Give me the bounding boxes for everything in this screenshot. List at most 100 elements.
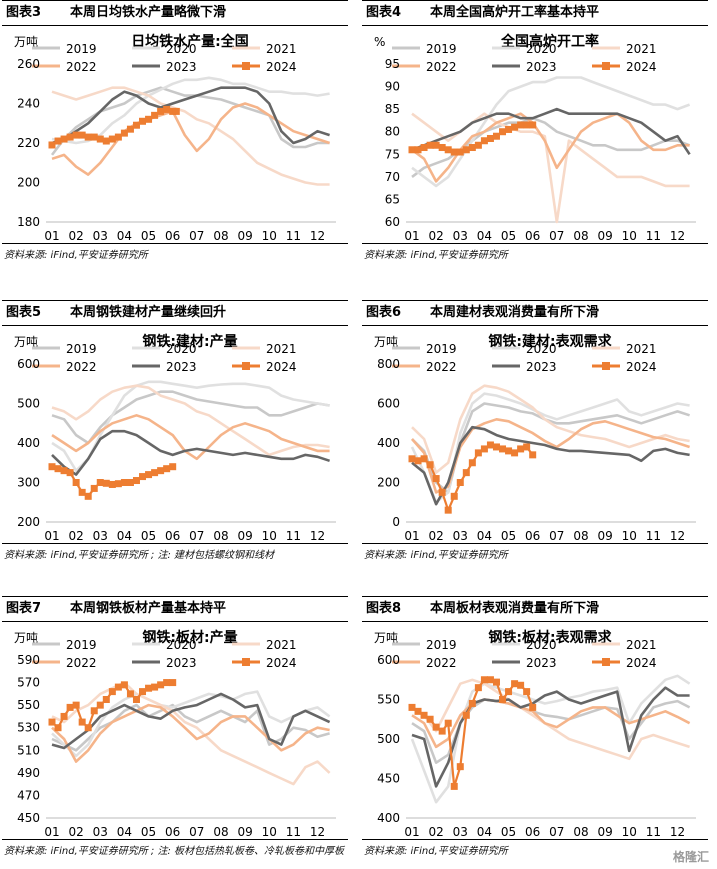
legend-label: 2023 xyxy=(526,360,557,374)
data-point-2024 xyxy=(151,111,159,119)
x-tick-label: 09 xyxy=(597,825,612,839)
x-tick-label: 12 xyxy=(670,229,685,243)
data-point-2024 xyxy=(102,137,110,145)
data-point-2024 xyxy=(157,107,165,115)
y-unit-label: 万吨 xyxy=(14,631,38,645)
y-tick-label: 200 xyxy=(377,476,400,490)
data-point-2024 xyxy=(72,479,80,486)
legend-label: 2019 xyxy=(426,638,457,652)
data-point-2024 xyxy=(169,463,177,471)
series-line-2022 xyxy=(411,698,691,749)
data-point-2024 xyxy=(157,467,165,475)
data-point-2024 xyxy=(60,135,68,143)
data-point-2024 xyxy=(408,146,416,154)
data-point-2024 xyxy=(474,684,482,692)
data-point-2024 xyxy=(486,134,494,142)
x-tick-label: 01 xyxy=(404,229,419,243)
legend-label: 2024 xyxy=(266,60,297,74)
data-point-2024 xyxy=(505,447,513,455)
x-tick-label: 07 xyxy=(189,529,204,543)
data-point-2024 xyxy=(126,479,134,486)
x-tick-label: 12 xyxy=(670,529,685,543)
x-tick-label: 07 xyxy=(189,825,204,839)
data-point-2024 xyxy=(426,715,434,723)
legend-label: 2021 xyxy=(626,342,657,356)
x-tick-label: 05 xyxy=(501,229,516,243)
chart-panel-2: 图表4 本周全国高炉开工率基本持平 % 全国高炉开工率 2019 2020 2021 202… xyxy=(360,0,710,268)
series-line-2023 xyxy=(411,425,690,506)
x-tick-label: 05 xyxy=(141,529,156,543)
data-point-2024 xyxy=(420,455,428,463)
y-tick-label: 240 xyxy=(17,97,40,111)
x-tick-label: 10 xyxy=(622,825,637,839)
data-point-2024 xyxy=(499,128,507,136)
y-tick-label: 470 xyxy=(17,788,40,802)
data-point-2024 xyxy=(414,146,422,154)
x-tick-label: 11 xyxy=(646,229,661,243)
y-tick-label: 400 xyxy=(377,811,400,825)
y-unit-label: 万吨 xyxy=(14,35,38,49)
data-point-2024 xyxy=(511,680,519,688)
y-tick-label: 590 xyxy=(17,653,40,667)
x-tick-label: 04 xyxy=(477,529,492,543)
chart-title: 钢铁:建材:表观需求 xyxy=(488,333,612,350)
line-chart: 万吨 日均铁水产量:全国 2019 2020 2021 2022 2023 2024 180 20… xyxy=(14,33,336,243)
data-point-2024 xyxy=(145,471,153,479)
data-point-2024 xyxy=(72,131,80,139)
series-line-2023 xyxy=(51,429,331,476)
y-unit-label: 万吨 xyxy=(374,335,398,349)
x-tick-label: 11 xyxy=(646,529,661,543)
data-point-2024 xyxy=(120,681,128,689)
x-tick-label: 04 xyxy=(477,229,492,243)
x-tick-label: 03 xyxy=(93,825,108,839)
x-tick-label: 05 xyxy=(141,825,156,839)
x-tick-label: 03 xyxy=(93,229,108,243)
data-point-2024 xyxy=(529,451,537,459)
y-tick-label: 600 xyxy=(377,397,400,411)
data-point-2024 xyxy=(444,506,452,514)
y-tick-label: 85 xyxy=(385,102,400,116)
y-tick-label: 800 xyxy=(377,357,400,371)
chart-panel-1: 图表3 本周日均铁水产量略微下滑 万吨 日均铁水产量:全国 2019 2020 2021 2… xyxy=(0,0,350,268)
x-tick-label: 04 xyxy=(477,825,492,839)
line-chart: 万吨 钢铁:板材:表观需求 2019 2020 2021 2022 2023 2024 400 4… xyxy=(374,629,696,839)
x-tick-label: 06 xyxy=(165,825,180,839)
watermark-logo: 格隆汇 xyxy=(672,850,709,864)
y-tick-label: 220 xyxy=(17,136,40,150)
data-point-2024 xyxy=(480,445,488,453)
y-tick-label: 90 xyxy=(385,80,400,94)
data-point-2024 xyxy=(132,121,140,129)
x-tick-label: 09 xyxy=(597,229,612,243)
series-line-2022 xyxy=(51,102,331,176)
chart-panel-3: 图表5 本周钢铁建材产量继续回升 万吨 钢铁:建材:产量 2019 2020 2021 20… xyxy=(0,300,350,568)
data-point-2024 xyxy=(54,137,62,145)
x-tick-label: 10 xyxy=(622,229,637,243)
data-point-2024 xyxy=(66,133,74,141)
y-tick-label: 500 xyxy=(17,397,40,411)
chart-title: 钢铁:板材:产量 xyxy=(142,629,237,646)
data-point-2024 xyxy=(492,443,500,451)
panel-header: 图表7 本周钢铁板材产量基本持平 xyxy=(2,596,348,622)
source-note: 资料来源: iFind,平安证券研究所 xyxy=(364,846,508,857)
legend-label: 2024 xyxy=(266,656,297,670)
data-point-2024 xyxy=(96,135,104,143)
data-point-2024 xyxy=(126,690,134,698)
data-point-2024 xyxy=(163,679,171,687)
x-tick-label: 06 xyxy=(165,529,180,543)
x-tick-label: 05 xyxy=(141,229,156,243)
chart-panel-4: 图表6 本周建材表观消费量有所下滑 万吨 钢铁:建材:表观需求 2019 2020 202… xyxy=(360,300,710,568)
x-tick-label: 06 xyxy=(525,529,540,543)
legend-label: 2019 xyxy=(426,42,457,56)
data-point-2024 xyxy=(78,131,86,139)
data-point-2024 xyxy=(151,683,159,691)
legend-label: 2023 xyxy=(526,656,557,670)
series-line-2020 xyxy=(51,76,330,145)
legend-label: 2020 xyxy=(526,342,557,356)
y-unit-label: % xyxy=(374,35,385,49)
data-point-2024 xyxy=(480,676,488,684)
x-tick-label: 03 xyxy=(453,825,468,839)
y-tick-label: 260 xyxy=(17,57,40,71)
x-tick-label: 09 xyxy=(237,529,252,543)
data-point-2024 xyxy=(90,707,98,715)
data-point-2024 xyxy=(139,688,147,696)
